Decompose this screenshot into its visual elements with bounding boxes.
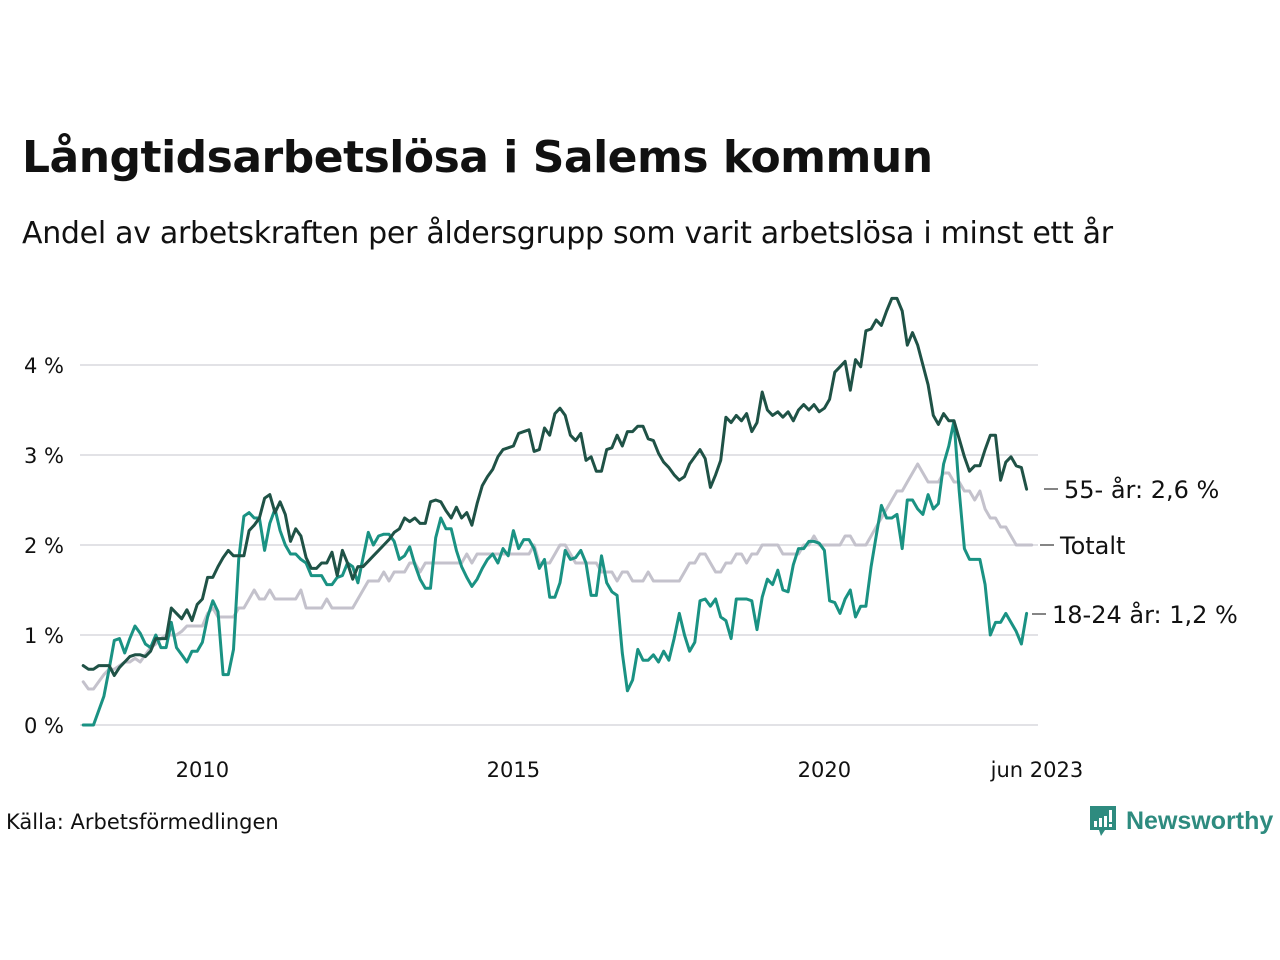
series-end-label: Totalt [1059,532,1125,560]
y-tick-label: 3 % [24,444,64,468]
series-line-55-r [81,296,1029,677]
y-tick-label: 4 % [24,354,64,378]
x-tick-label: jun 2023 [990,758,1084,782]
x-tick-label: 2020 [798,758,851,782]
series-end-labels: 55- år: 2,6 % Totalt 18-24 år: 1,2 % [1032,475,1238,629]
x-axis-ticks: 2010 2015 2020 jun 2023 [176,758,1084,782]
series-line-18-24-r [81,419,1029,727]
y-tick-label: 1 % [24,624,64,648]
x-tick-label: 2015 [487,758,540,782]
series-end-label: 55- år: 2,6 % [1064,475,1219,504]
y-tick-label: 0 % [24,714,64,738]
y-tick-label: 2 % [24,534,64,558]
series-end-label: 18-24 år: 1,2 % [1052,600,1238,629]
source-note: Källa: Arbetsförmedlingen [6,810,279,834]
x-tick-label: 2010 [176,758,229,782]
y-axis-ticks: 0 % 1 % 2 % 3 % 4 % [24,354,64,738]
chart-title: Långtidsarbetslösa i Salems kommun [22,132,933,183]
series-line-totalt [81,462,1034,691]
series-lines [81,296,1034,727]
newsworthy-logo: Newsworthy [1088,804,1273,838]
chart-subtitle: Andel av arbetskraften per åldersgrupp s… [22,216,1113,251]
logo-text: Newsworthy [1126,806,1274,835]
newsworthy-chart-bubble-icon [1090,806,1116,836]
